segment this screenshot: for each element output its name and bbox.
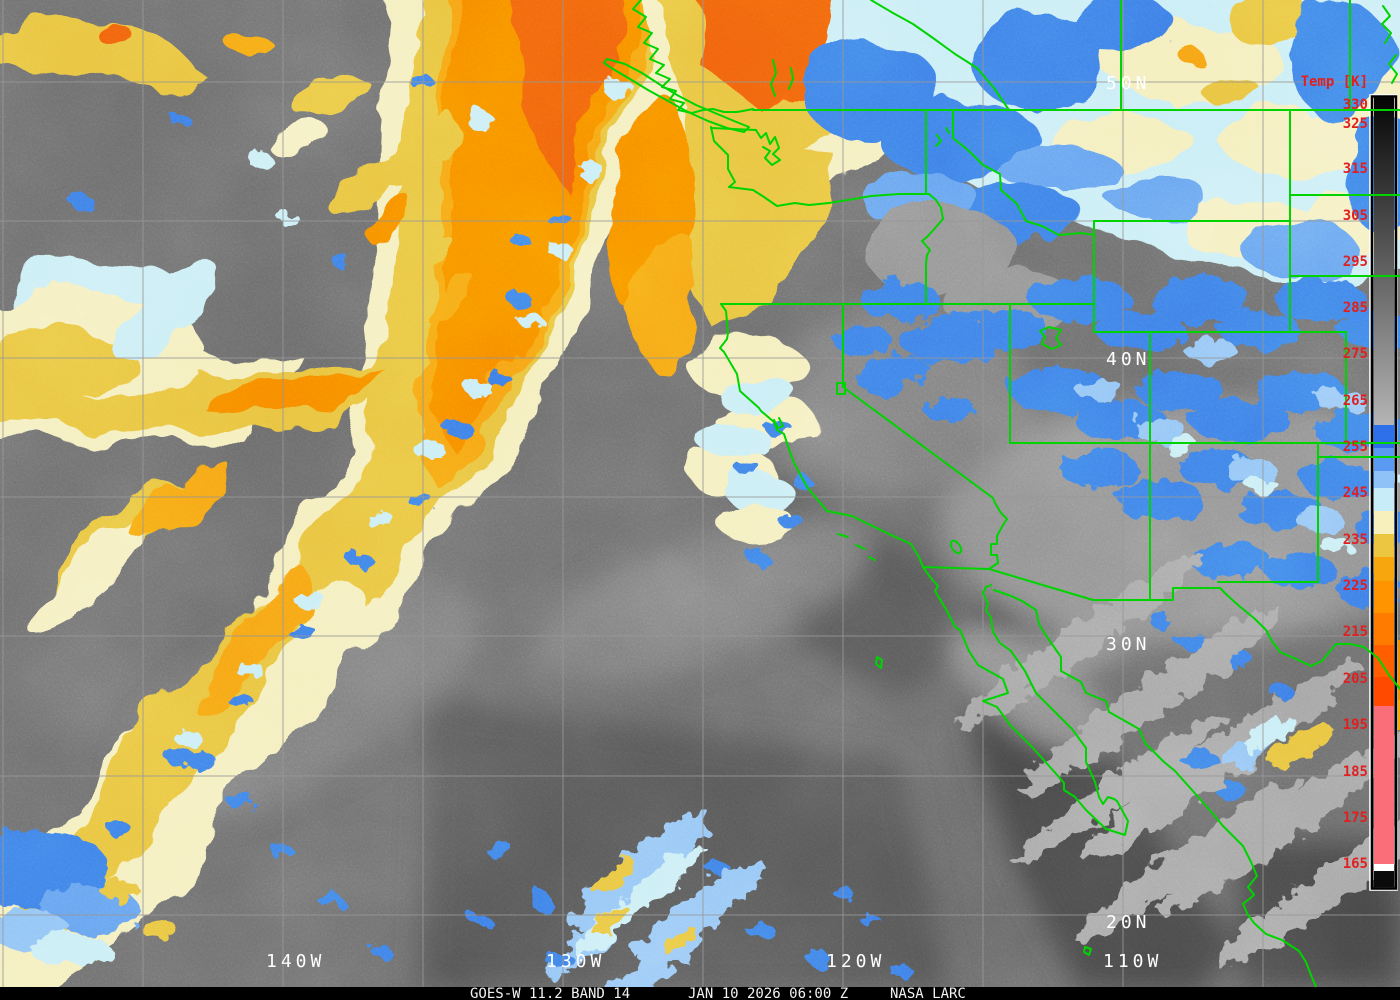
colorbar-title: Temp [K]: [1301, 74, 1368, 90]
border-bc-ab: [870, 0, 1010, 111]
lake-tahoe: [836, 382, 846, 395]
map-borders: [603, 0, 1400, 988]
svg-text:205: 205: [1343, 671, 1368, 687]
lakes-manitoba: [1381, 5, 1398, 84]
svg-text:255: 255: [1343, 439, 1368, 455]
lat-label-50n: 50N: [1106, 73, 1151, 94]
svg-text:215: 215: [1343, 624, 1368, 640]
svg-text:295: 295: [1343, 254, 1368, 270]
grid-labels: 50N 40N 30N 20N 140W 130W 120W 110W: [266, 73, 1162, 972]
isla-guadalupe: [875, 656, 883, 669]
svg-text:175: 175: [1343, 810, 1368, 826]
coast-puget-sound: [755, 129, 781, 166]
footer-agency: NASA LARC: [890, 986, 966, 1000]
lat-label-30n: 30N: [1106, 634, 1151, 655]
salton-sea: [949, 539, 963, 555]
svg-text:235: 235: [1343, 532, 1368, 548]
great-salt-lake: [1039, 326, 1062, 350]
svg-text:265: 265: [1343, 393, 1368, 409]
svg-text:275: 275: [1343, 346, 1368, 362]
svg-text:225: 225: [1343, 578, 1368, 594]
border-id-mt: [952, 109, 1095, 236]
border-us-mx-ca: [922, 566, 990, 570]
footer-bar: GOES-W 11.2 BAND 14 JAN 10 2026 06:00 Z …: [0, 986, 1400, 1000]
lakes-idaho: [935, 127, 950, 147]
lon-label-120w: 120W: [826, 951, 885, 972]
lakes-bc: [770, 59, 794, 97]
strait-juan-de-fuca: [710, 127, 757, 131]
svg-text:325: 325: [1343, 116, 1368, 132]
svg-text:245: 245: [1343, 485, 1368, 501]
svg-text:330: 330: [1343, 97, 1368, 113]
lon-label-130w: 130W: [546, 951, 605, 972]
border-us-mx-az-nm: [988, 568, 1221, 601]
border-rio-grande: [1219, 587, 1400, 690]
svg-text:305: 305: [1343, 208, 1368, 224]
footer-product-id: GOES-W 11.2 BAND 14: [470, 986, 630, 1000]
svg-text:165: 165: [1343, 856, 1368, 872]
svg-text:195: 195: [1343, 717, 1368, 733]
channel-islands: [837, 533, 876, 561]
lat-label-40n: 40N: [1106, 349, 1151, 370]
lon-label-110w: 110W: [1103, 951, 1162, 972]
sf-bay: [773, 417, 784, 429]
coast-washington: [710, 126, 736, 188]
svg-text:185: 185: [1343, 764, 1368, 780]
border-or-id-snake: [921, 193, 944, 305]
coast-baja-california: [922, 566, 1129, 836]
lat-label-20n: 20N: [1106, 912, 1151, 933]
svg-text:285: 285: [1343, 300, 1368, 316]
footer-datetime: JAN 10 2026 06:00 Z: [688, 986, 848, 1000]
colorbar: [1369, 94, 1398, 891]
coast-mexico-mainland: [993, 589, 1317, 988]
svg-text:315: 315: [1343, 161, 1368, 177]
coast-vancouver-island: [603, 58, 750, 133]
coast-california: [719, 303, 924, 568]
isla-socorro: [1083, 946, 1092, 956]
colorbar-labels: Temp [K] 330 325 315 305 295 285 275 265…: [1301, 74, 1368, 872]
border-wa-or-columbia: [728, 186, 930, 207]
border-ca-nv-colorado-river: [842, 303, 1008, 570]
lon-label-140w: 140W: [266, 951, 325, 972]
